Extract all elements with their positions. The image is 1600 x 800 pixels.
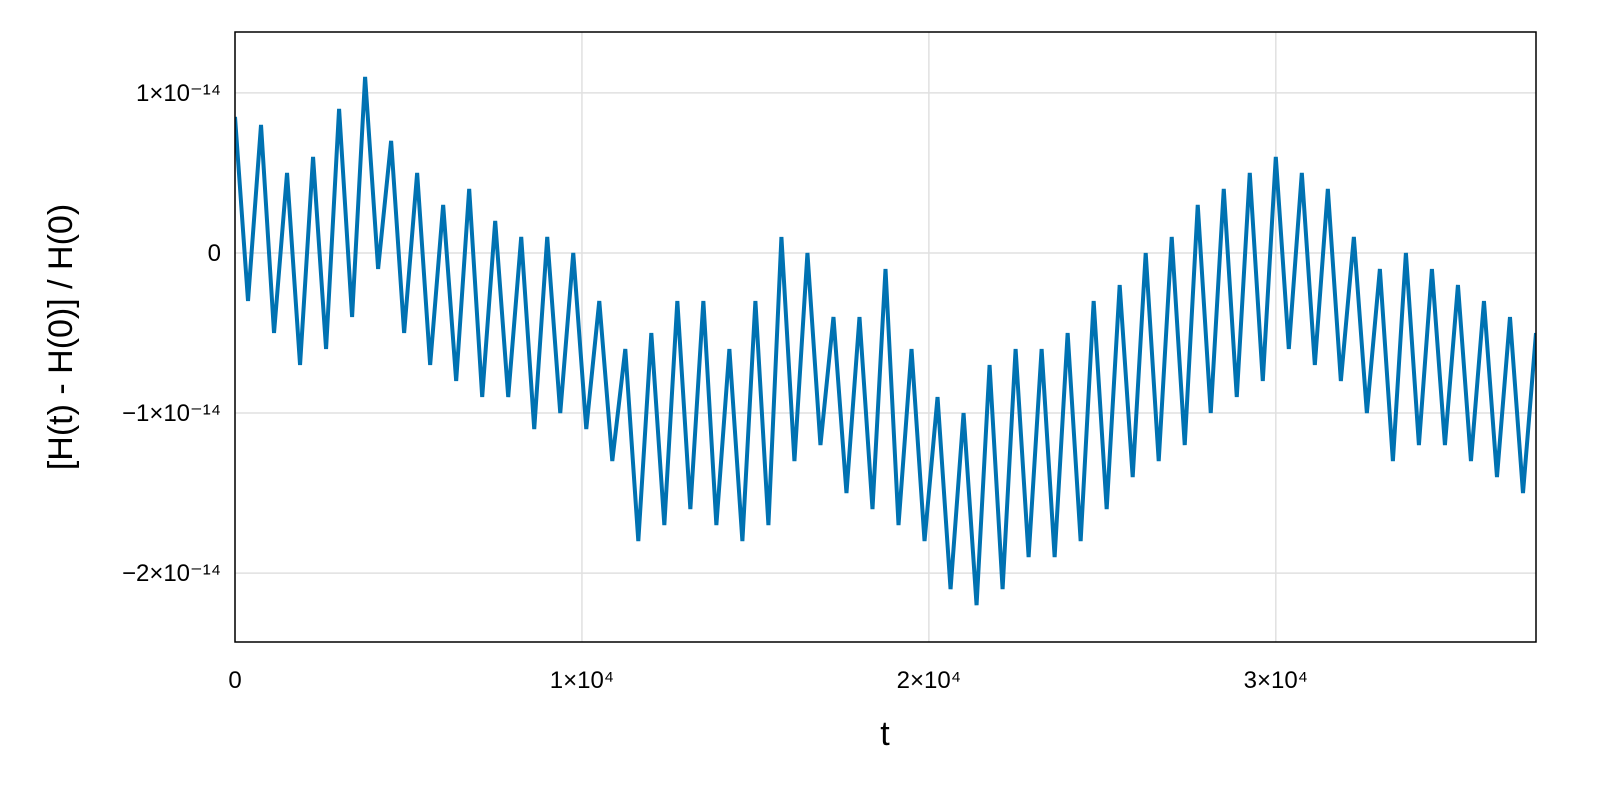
y-tick-label: −2×10⁻¹⁴ [122, 560, 221, 587]
x-tick-label: 1×10⁴ [550, 667, 614, 694]
x-tick-label: 2×10⁴ [897, 667, 961, 694]
y-tick-label: −1×10⁻¹⁴ [122, 400, 221, 427]
y-axis-label: [H(t) - H(0)] / H(0) [42, 204, 80, 470]
data-line [235, 76, 1536, 606]
plot-frame [234, 31, 1537, 643]
x-tick-label: 3×10⁴ [1244, 667, 1308, 694]
y-tick-label: 0 [208, 240, 221, 267]
y-tick-label: 1×10⁻¹⁴ [136, 80, 221, 107]
x-tick-label: 0 [228, 667, 241, 694]
x-axis-label: t [880, 715, 890, 753]
